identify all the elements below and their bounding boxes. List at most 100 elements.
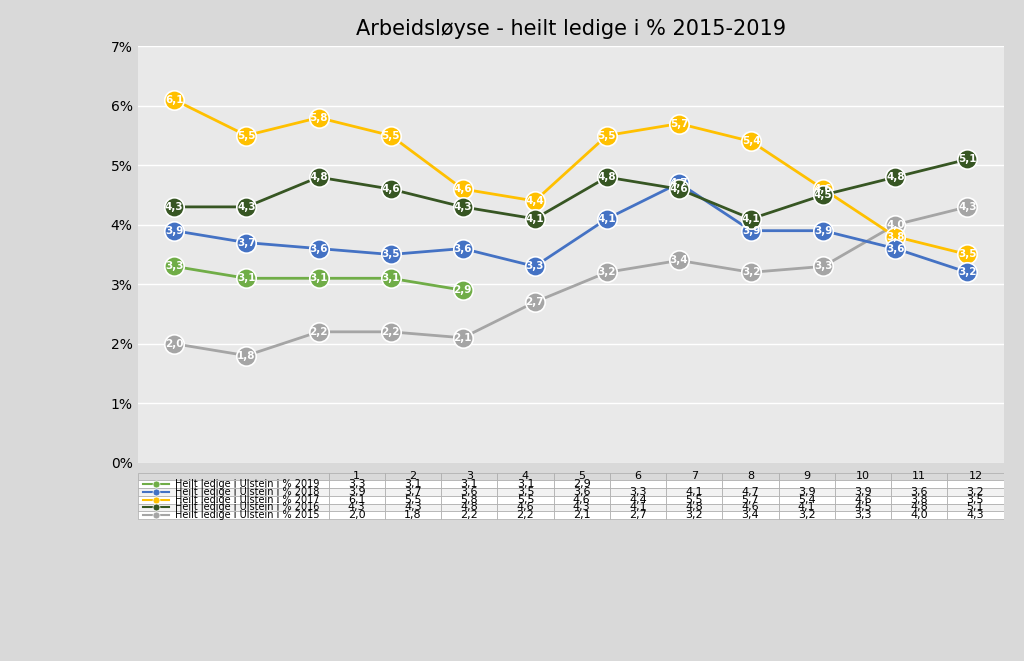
Text: 3,5: 3,5 [517,487,535,497]
Text: 5,5: 5,5 [517,494,535,505]
Text: 4,5: 4,5 [814,190,833,200]
FancyBboxPatch shape [138,512,329,519]
FancyBboxPatch shape [778,481,835,488]
FancyBboxPatch shape [554,473,610,481]
Text: 3,2: 3,2 [685,510,703,520]
Text: 4,6: 4,6 [854,494,871,505]
Text: 5,5: 5,5 [238,130,256,141]
Text: 2,2: 2,2 [516,510,535,520]
Text: 3,6: 3,6 [886,243,904,254]
FancyBboxPatch shape [554,496,610,504]
Text: 5,8: 5,8 [309,112,328,123]
Text: 5,8: 5,8 [461,494,478,505]
Text: 4,3: 4,3 [348,502,366,512]
FancyBboxPatch shape [947,496,1004,504]
Text: 4,0: 4,0 [910,510,928,520]
Text: 5,5: 5,5 [685,494,702,505]
Text: 3,7: 3,7 [238,237,256,248]
Text: 3,6: 3,6 [910,487,928,497]
Text: 4,8: 4,8 [598,172,616,182]
Text: 3,8: 3,8 [910,494,928,505]
FancyBboxPatch shape [947,473,1004,481]
Text: 5: 5 [579,471,585,481]
Text: 3,1: 3,1 [309,273,328,284]
Text: 4: 4 [522,471,529,481]
FancyBboxPatch shape [722,473,778,481]
Text: 2,1: 2,1 [572,510,591,520]
FancyBboxPatch shape [666,481,722,488]
Text: 5,5: 5,5 [598,130,616,141]
FancyBboxPatch shape [498,488,554,496]
Text: 4,3: 4,3 [165,202,183,212]
Text: 5,7: 5,7 [670,118,688,129]
FancyBboxPatch shape [329,504,385,512]
Text: 2,1: 2,1 [454,332,472,343]
Text: 3,2: 3,2 [967,487,984,497]
Text: 1: 1 [353,471,360,481]
Title: Arbeidsløyse - heilt ledige i % 2015-2019: Arbeidsløyse - heilt ledige i % 2015-201… [355,19,786,39]
Text: 3: 3 [466,471,473,481]
FancyBboxPatch shape [610,481,666,488]
Text: 10: 10 [856,471,870,481]
FancyBboxPatch shape [138,504,329,512]
FancyBboxPatch shape [666,496,722,504]
Text: 3,1: 3,1 [381,273,399,284]
FancyBboxPatch shape [835,504,891,512]
FancyBboxPatch shape [835,512,891,519]
Text: 4,8: 4,8 [886,172,904,182]
FancyBboxPatch shape [498,481,554,488]
Text: 3,7: 3,7 [404,487,422,497]
Text: Heilt ledige i Ulstein i % 2017: Heilt ledige i Ulstein i % 2017 [174,494,319,505]
Text: 4,1: 4,1 [525,214,544,224]
FancyBboxPatch shape [138,473,329,481]
Text: 5,4: 5,4 [798,494,815,505]
Text: 3,2: 3,2 [798,510,815,520]
FancyBboxPatch shape [554,481,610,488]
FancyBboxPatch shape [778,488,835,496]
FancyBboxPatch shape [666,473,722,481]
Text: 4,4: 4,4 [629,494,647,505]
FancyBboxPatch shape [498,512,554,519]
FancyBboxPatch shape [441,496,498,504]
FancyBboxPatch shape [138,481,329,488]
Text: Heilt ledige i Ulstein i % 2015: Heilt ledige i Ulstein i % 2015 [174,510,319,520]
Text: 2,2: 2,2 [309,327,328,337]
Text: 5,1: 5,1 [967,502,984,512]
Text: 3,9: 3,9 [798,487,815,497]
Text: 3,2: 3,2 [958,267,977,278]
Text: 3,3: 3,3 [854,510,871,520]
Text: 4,8: 4,8 [685,502,703,512]
FancyBboxPatch shape [441,473,498,481]
FancyBboxPatch shape [138,488,329,496]
Text: 4,6: 4,6 [670,184,688,194]
Text: 4,1: 4,1 [685,487,703,497]
Text: 4,5: 4,5 [854,502,871,512]
FancyBboxPatch shape [441,512,498,519]
Text: 3,2: 3,2 [742,267,761,278]
Text: 3,6: 3,6 [461,487,478,497]
Text: 4,3: 4,3 [958,202,977,212]
Text: 2,7: 2,7 [525,297,544,307]
Text: 3,3: 3,3 [348,479,366,489]
FancyBboxPatch shape [891,496,947,504]
FancyBboxPatch shape [554,504,610,512]
FancyBboxPatch shape [835,473,891,481]
FancyBboxPatch shape [498,473,554,481]
Text: 4,1: 4,1 [798,502,815,512]
Text: 4,1: 4,1 [598,214,616,224]
FancyBboxPatch shape [722,496,778,504]
Text: 3,1: 3,1 [517,479,535,489]
FancyBboxPatch shape [385,488,441,496]
Text: 6: 6 [635,471,641,481]
Text: 6,1: 6,1 [165,95,183,105]
Text: 7: 7 [690,471,697,481]
Text: 4,7: 4,7 [741,487,760,497]
Text: 3,8: 3,8 [886,231,904,242]
FancyBboxPatch shape [835,481,891,488]
Text: 4,8: 4,8 [461,502,478,512]
FancyBboxPatch shape [610,504,666,512]
FancyBboxPatch shape [385,473,441,481]
FancyBboxPatch shape [891,473,947,481]
Text: 4,6: 4,6 [381,184,400,194]
FancyBboxPatch shape [329,488,385,496]
